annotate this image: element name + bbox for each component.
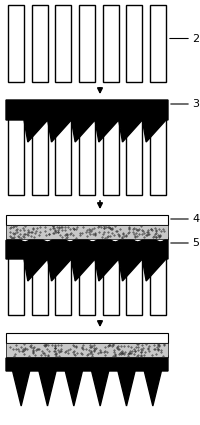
Bar (79, 5, 95, 82)
Polygon shape (39, 371, 56, 406)
Bar (55, 251, 71, 315)
Bar (102, 251, 118, 315)
Text: 3: 3 (191, 99, 198, 109)
Bar (6, 215, 167, 225)
Bar (32, 5, 47, 82)
Bar (126, 112, 142, 195)
Bar (149, 5, 165, 82)
Polygon shape (13, 371, 30, 406)
Bar (149, 112, 165, 195)
Bar (6, 225, 167, 239)
Bar (126, 5, 142, 82)
Polygon shape (117, 371, 134, 406)
Bar (126, 251, 142, 315)
Polygon shape (6, 354, 167, 371)
Bar (102, 112, 118, 195)
Bar (79, 112, 95, 195)
Polygon shape (65, 371, 82, 406)
Bar (6, 357, 167, 371)
Bar (32, 112, 47, 195)
Bar (55, 5, 71, 82)
Text: 5: 5 (191, 238, 198, 248)
Polygon shape (91, 371, 108, 406)
Bar (79, 251, 95, 315)
Text: 4: 4 (191, 214, 198, 224)
Polygon shape (6, 236, 167, 281)
Bar (6, 333, 167, 343)
Bar (102, 5, 118, 82)
Text: 2: 2 (191, 34, 198, 43)
Bar (6, 343, 167, 357)
Bar (55, 112, 71, 195)
Bar (8, 251, 24, 315)
Polygon shape (144, 371, 161, 406)
Bar (8, 112, 24, 195)
Bar (149, 251, 165, 315)
Bar (32, 251, 47, 315)
Polygon shape (6, 100, 167, 142)
Bar (8, 5, 24, 82)
